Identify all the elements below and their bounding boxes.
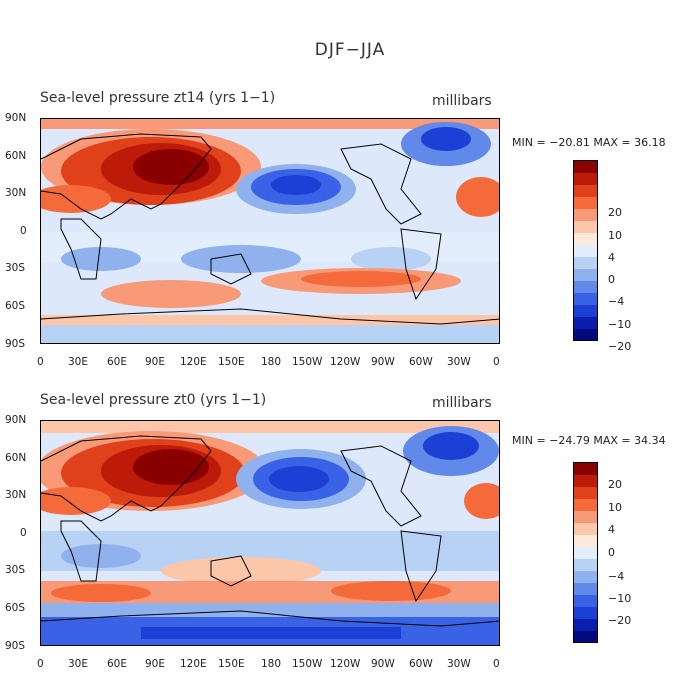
colorbar-label: −4 bbox=[608, 295, 625, 308]
lon-label: 30E bbox=[68, 356, 88, 368]
lon-label: 120W bbox=[330, 356, 361, 368]
lon-label: 0 bbox=[493, 658, 500, 670]
colorbar-label: 20 bbox=[608, 206, 622, 219]
colorbar-label: 20 bbox=[608, 478, 622, 491]
colorbar-label: 0 bbox=[608, 273, 615, 286]
lon-label: 150W bbox=[292, 356, 323, 368]
lon-label: 0 bbox=[37, 356, 44, 368]
lon-label: 30E bbox=[68, 658, 88, 670]
lat-label: 0 bbox=[20, 527, 27, 539]
lat-label: 30N bbox=[5, 489, 27, 501]
slp-map bbox=[40, 420, 500, 646]
lon-label: 60W bbox=[409, 356, 433, 368]
lat-label: 0 bbox=[20, 225, 27, 237]
lon-label: 60E bbox=[107, 356, 127, 368]
colorbar-label: −20 bbox=[608, 340, 632, 353]
lat-label: 60N bbox=[5, 150, 27, 162]
lon-label: 180 bbox=[261, 658, 282, 670]
colorbar-label: −4 bbox=[608, 570, 625, 583]
colorbar-label: 0 bbox=[608, 546, 615, 559]
lon-label: 120E bbox=[180, 356, 207, 368]
slp-map bbox=[40, 118, 500, 344]
lon-label: 150E bbox=[218, 658, 245, 670]
lon-label: 150W bbox=[292, 658, 323, 670]
lat-label: 60N bbox=[5, 452, 27, 464]
colorbar bbox=[573, 160, 598, 341]
lon-label: 60W bbox=[409, 658, 433, 670]
lon-label: 0 bbox=[37, 658, 44, 670]
lon-label: 60E bbox=[107, 658, 127, 670]
colorbar-label: −10 bbox=[608, 592, 632, 605]
lat-label: 90S bbox=[5, 338, 26, 350]
colorbar-label: 4 bbox=[608, 523, 615, 536]
colorbar bbox=[573, 462, 598, 643]
min-max-stats: MIN = −20.81 MAX = 36.18 bbox=[512, 136, 666, 149]
map-field bbox=[41, 421, 499, 645]
lon-label: 90E bbox=[145, 356, 165, 368]
lon-label: 0 bbox=[493, 356, 500, 368]
lat-label: 90S bbox=[5, 640, 26, 652]
lat-label: 90N bbox=[5, 112, 27, 124]
colorbar-label: −10 bbox=[608, 318, 632, 331]
lat-label: 60S bbox=[5, 602, 26, 614]
lat-label: 30S bbox=[5, 564, 26, 576]
lat-label: 30S bbox=[5, 262, 26, 274]
lon-label: 90E bbox=[145, 658, 165, 670]
lon-label: 120W bbox=[330, 658, 361, 670]
lon-label: 90W bbox=[371, 356, 395, 368]
lon-label: 30W bbox=[447, 658, 471, 670]
lat-label: 30N bbox=[5, 187, 27, 199]
map-field bbox=[41, 119, 499, 343]
min-max-stats: MIN = −24.79 MAX = 34.34 bbox=[512, 434, 666, 447]
units-label: millibars bbox=[432, 395, 492, 411]
colorbar-label: 10 bbox=[608, 501, 622, 514]
lon-label: 90W bbox=[371, 658, 395, 670]
colorbar-label: 4 bbox=[608, 251, 615, 264]
lat-label: 60S bbox=[5, 300, 26, 312]
lon-label: 120E bbox=[180, 658, 207, 670]
panel-title: Sea-level pressure zt0 (yrs 1−1) bbox=[40, 392, 267, 408]
colorbar-label: 10 bbox=[608, 229, 622, 242]
lon-label: 150E bbox=[218, 356, 245, 368]
colorbar-label: −20 bbox=[608, 614, 632, 627]
units-label: millibars bbox=[432, 93, 492, 109]
lon-label: 30W bbox=[447, 356, 471, 368]
panel-title: Sea-level pressure zt14 (yrs 1−1) bbox=[40, 90, 276, 106]
lon-label: 180 bbox=[261, 356, 282, 368]
figure-title: DJF−JJA bbox=[314, 40, 386, 60]
lat-label: 90N bbox=[5, 414, 27, 426]
